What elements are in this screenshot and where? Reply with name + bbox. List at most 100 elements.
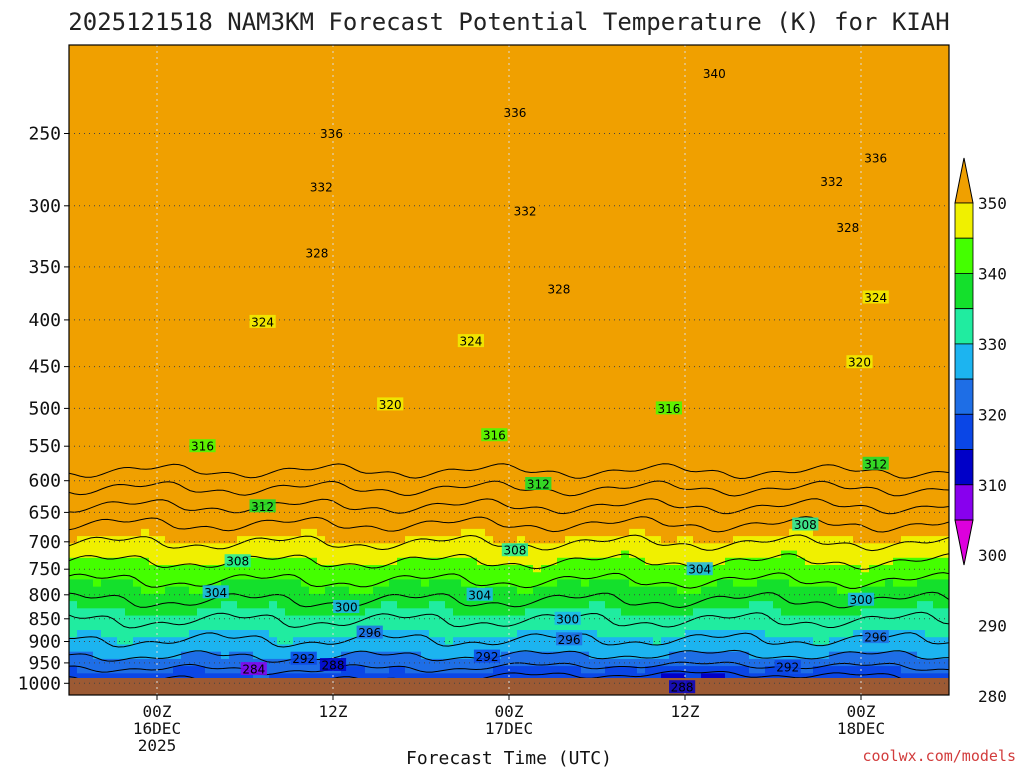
x-tick-label: 00Z: [847, 702, 876, 721]
x-axis-label: Forecast Time (UTC): [406, 748, 612, 768]
contour-label-text: 296: [558, 633, 581, 647]
contour-label-text: 336: [503, 106, 526, 120]
contour-label-text: 288: [322, 659, 345, 673]
colorbar: 280 290 300 310 320 330 340 350: [954, 157, 1007, 706]
contour-label: 316: [655, 401, 682, 416]
contour-label: 324: [457, 334, 484, 349]
contour-label-text: 316: [191, 440, 214, 454]
ground-surface: [69, 678, 949, 695]
pressure-axis: 2503003504004505005506006507007508008509…: [18, 124, 69, 694]
colorbar-label: 340: [978, 264, 1007, 283]
contour-label-text: 324: [459, 335, 482, 349]
colorbar-label: 320: [978, 405, 1007, 424]
contour-308: [69, 611, 949, 629]
contour-label: 308: [224, 554, 251, 569]
contour-label: 296: [556, 632, 583, 647]
colorbar-label: 280: [978, 687, 1007, 706]
contour-label: 324: [862, 290, 889, 305]
colorbar-segment: [954, 378, 974, 415]
y-tick-label: 500: [28, 398, 61, 419]
contour-label-text: 316: [657, 402, 680, 416]
y-tick-label: 700: [28, 532, 61, 553]
contour-label: 296: [356, 625, 383, 640]
y-tick-label: 800: [28, 585, 61, 606]
contour-label-text: 284: [242, 663, 265, 677]
contour-label: 308: [501, 543, 528, 558]
x-tick-label: 12Z: [319, 702, 348, 721]
contour-label: 304: [202, 585, 229, 600]
contour-label-text: 308: [503, 544, 526, 558]
colorbar-segment: [954, 449, 974, 486]
contour-label-text: 308: [794, 518, 817, 532]
contour-label-text: 336: [864, 152, 887, 166]
contour-label: 316: [481, 428, 508, 443]
contour-label: 288: [319, 658, 347, 673]
contour-320: [69, 553, 949, 570]
contour-label: 300: [847, 592, 875, 607]
contour-336: [69, 480, 949, 497]
contour-label: 296: [862, 630, 889, 645]
contour-label-text: 296: [358, 626, 381, 640]
contour-label: 288: [669, 680, 696, 695]
y-tick-label: 950: [28, 653, 61, 674]
x-tick-label: 12Z: [671, 702, 700, 721]
contour-label-text: 312: [527, 478, 550, 492]
contour-label: 332: [512, 204, 539, 219]
contour-label: 304: [466, 587, 493, 602]
contour-label: 284: [240, 662, 267, 677]
colorbar-label: 350: [978, 194, 1007, 213]
x-tick-label: 18DEC: [837, 719, 885, 738]
colorbar-label: 300: [978, 546, 1007, 565]
x-tick-label: 2025: [138, 736, 177, 755]
contour-label: 292: [290, 651, 317, 666]
contour-label: 328: [303, 246, 330, 261]
contour-label: 336: [501, 105, 528, 120]
contour-label-text: 332: [514, 205, 537, 219]
contour-label-text: 304: [688, 563, 711, 577]
contour-label-text: 328: [305, 247, 328, 261]
y-tick-label: 550: [28, 436, 61, 457]
contour-label-text: 292: [776, 661, 799, 675]
chart-title: 2025121518 NAM3KM Forecast Potential Tem…: [68, 8, 949, 36]
contour-label-text: 324: [251, 315, 274, 329]
contour-label-text: 304: [204, 586, 227, 600]
contour-label: 324: [249, 314, 276, 329]
colorbar-segment: [954, 202, 974, 239]
colorbar-segment: [954, 343, 974, 380]
y-tick-label: 750: [28, 559, 61, 580]
contour-label: 292: [774, 660, 801, 675]
contour-label-text: 332: [820, 175, 843, 189]
x-tick-label: 00Z: [495, 702, 524, 721]
x-tick-label: 17DEC: [485, 719, 533, 738]
contour-label-text: 300: [335, 601, 358, 615]
y-tick-label: 900: [28, 632, 61, 653]
contour-300: [69, 649, 949, 663]
contour-label-text: 324: [864, 291, 887, 305]
colorbar-segment: [954, 308, 974, 345]
contour-label-text: 328: [547, 283, 570, 297]
credit-text: coolwx.com/models: [862, 747, 1016, 765]
contour-label: 328: [834, 220, 861, 235]
y-tick-label: 250: [28, 124, 61, 145]
x-tick-label: 00Z: [143, 702, 172, 721]
contour-label: 332: [818, 174, 845, 189]
contour-label-text: 320: [848, 356, 871, 370]
colorbar-bottom-arrow: [954, 519, 974, 566]
contour-label-text: 332: [310, 180, 333, 194]
y-tick-label: 300: [28, 196, 61, 217]
contour-label: 320: [377, 397, 404, 412]
colorbar-label: 310: [978, 476, 1007, 495]
x-tick-label: 16DEC: [133, 719, 181, 738]
contour-label-text: 340: [703, 67, 726, 81]
y-tick-label: 1000: [18, 673, 61, 694]
contour-label-text: 300: [850, 593, 873, 607]
contour-label-text: 336: [320, 127, 343, 141]
contour-label-text: 292: [476, 650, 499, 664]
colorbar-segment: [954, 484, 974, 521]
contour-label-text: 312: [864, 457, 887, 471]
y-tick-label: 350: [28, 257, 61, 278]
contour-label: 312: [862, 456, 889, 471]
colorbar-label: 290: [978, 617, 1007, 636]
contour-328: [69, 516, 949, 533]
